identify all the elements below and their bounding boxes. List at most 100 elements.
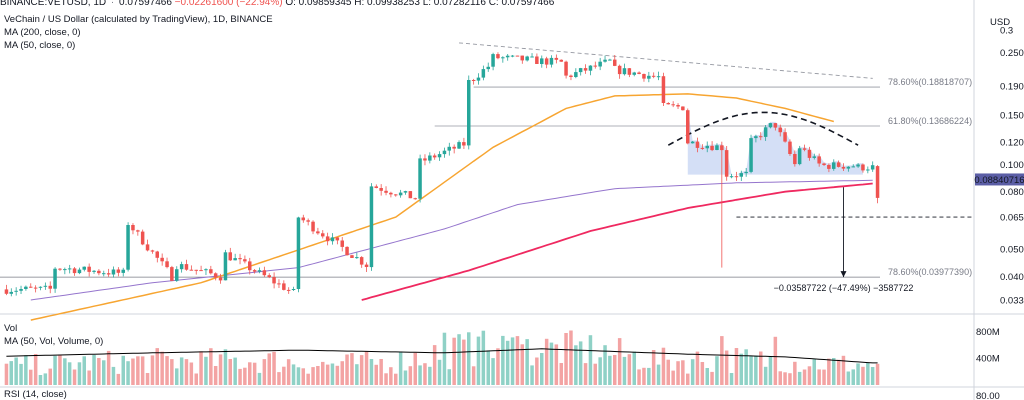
y-tick-label: 0.15000000 [1000, 110, 1024, 121]
candle-body [549, 57, 554, 65]
candle [481, 65, 486, 81]
ma200-legend[interactable]: MA (200, close, 0) [4, 27, 81, 38]
candle-body [179, 264, 184, 270]
candle-body [797, 148, 802, 165]
candle [574, 68, 578, 79]
candle-body [632, 72, 636, 75]
candle [637, 71, 641, 75]
volume-bar [48, 368, 52, 385]
volume-bar [812, 359, 816, 385]
candle-body [442, 150, 447, 155]
pattern-fill [687, 109, 863, 175]
candles [4, 52, 880, 297]
volume-bar [286, 359, 291, 385]
volume-bar [661, 347, 666, 385]
candle [647, 71, 651, 83]
volume-bar [140, 356, 145, 385]
volume-bar [306, 373, 310, 385]
rsi-legend[interactable]: RSI (14, close) [4, 389, 67, 400]
candle [296, 216, 301, 293]
volume-bar [476, 336, 481, 385]
volume-bar [272, 351, 276, 385]
candle-body [671, 104, 675, 106]
candle [870, 161, 875, 172]
current-price-tag [975, 173, 1024, 186]
volume-bar [14, 357, 18, 385]
volume-title[interactable]: Vol [4, 323, 18, 334]
candle [58, 268, 62, 271]
volume-bar [321, 361, 325, 385]
y-tick-label: 0.3 [1000, 26, 1013, 37]
candle-body [569, 75, 573, 77]
candle [184, 259, 189, 271]
candle [170, 265, 174, 282]
volume-tick-label: 400M [976, 354, 1000, 365]
fib-levels: 78.60%(0.18818707) 61.80%(0.13686224) 78.6… [0, 77, 974, 293]
candle [807, 146, 812, 161]
annotations: 0.08840716 [974, 173, 1024, 186]
candle [228, 247, 232, 261]
candle-body [355, 257, 359, 259]
candle [695, 137, 700, 153]
candle [817, 153, 821, 167]
volume-ma-legend[interactable]: MA (50, Vol, Volume, 0) [4, 336, 104, 347]
candle [92, 270, 96, 274]
volume-bar [486, 350, 490, 385]
candle [627, 68, 632, 78]
volume-bar [690, 359, 695, 385]
volume-bar [856, 363, 860, 385]
candle-body [384, 190, 388, 193]
volume-bar [213, 366, 218, 385]
candle-body [447, 146, 451, 151]
volume-pane [4, 330, 880, 385]
volume-bar [574, 345, 578, 385]
volume-bar [87, 370, 91, 385]
candle [540, 55, 544, 68]
rounding-top-arc [667, 111, 859, 146]
candle [559, 59, 563, 62]
volume-bar [165, 356, 169, 385]
candle-body [705, 145, 709, 149]
chart-title[interactable]: VeChain / US Dollar (calculated by Tradi… [4, 14, 273, 25]
candle [827, 163, 831, 173]
volume-bar [754, 355, 758, 385]
candle [856, 163, 860, 168]
candle-body [82, 266, 86, 270]
volume-bar [608, 355, 612, 385]
volume-bar [481, 330, 486, 385]
candle-body [651, 75, 656, 77]
candle [875, 165, 880, 204]
candle-body [267, 275, 271, 278]
candle [213, 272, 218, 281]
volume-bar [369, 359, 374, 385]
candle-body [228, 252, 232, 261]
candle-body [720, 145, 724, 151]
candle-body [700, 147, 705, 149]
candle [286, 287, 291, 294]
candle-body [471, 80, 476, 81]
volume-bar [282, 366, 286, 385]
candle [277, 279, 281, 288]
candle-body [345, 246, 349, 256]
candle-body [350, 255, 354, 258]
symbol-text: BINANCE:VETUSD, 1D [0, 0, 107, 8]
candle [661, 72, 666, 106]
candle [379, 184, 383, 196]
candle [578, 67, 583, 76]
ma50-legend[interactable]: MA (50, close, 0) [4, 40, 76, 51]
candle-body [686, 110, 690, 144]
candle [408, 191, 413, 199]
candle-body [608, 59, 612, 61]
candle-body [262, 270, 267, 276]
volume-bar [501, 335, 505, 385]
candle [705, 141, 709, 153]
candle-body [525, 56, 529, 61]
candle [846, 166, 851, 172]
candle [432, 153, 437, 160]
candle-body [593, 65, 597, 67]
volume-bar [797, 371, 802, 385]
volume-bar [418, 365, 422, 385]
candle-body [238, 258, 242, 260]
